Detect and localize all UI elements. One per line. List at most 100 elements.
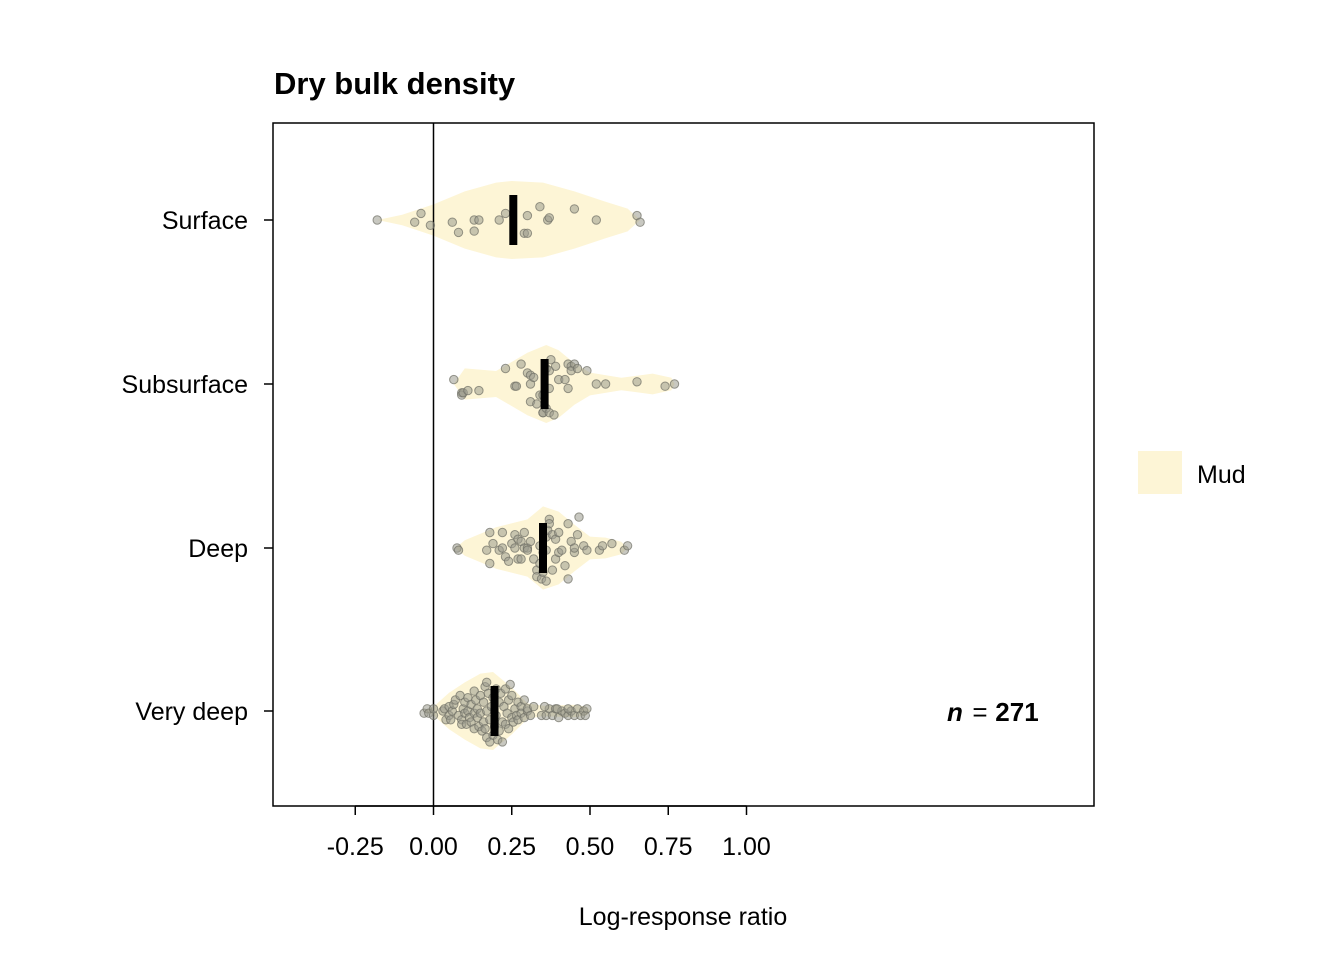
mean-bar-surface [509,195,518,245]
n-value: 271 [995,697,1038,727]
data-point-surface [410,217,420,227]
data-point-subsurface [500,363,511,374]
data-point-deep [597,541,608,551]
data-point-surface [453,227,464,238]
data-point-subsurface [529,372,539,383]
data-point-surface [500,208,511,219]
data-point-subsurface [549,410,559,420]
data-point-surface [416,208,426,219]
legend-label-mud: Mud [1197,461,1246,489]
n-equals-sign: = [972,697,987,727]
data-point-surface [635,217,645,227]
data-point-surface [469,226,479,236]
x-tick-label: 0.25 [487,833,536,861]
n-symbol: n [947,697,963,727]
data-point-deep [485,527,495,538]
data-point-very-deep [478,697,489,707]
data-point-very-deep [519,695,529,705]
data-point-deep [453,545,464,555]
mean-bars-layer [490,195,549,736]
data-point-very-deep [503,724,514,734]
data-point-surface [569,204,580,214]
y-tick-label: Subsurface [122,371,248,399]
data-point-very-deep [428,704,439,714]
x-tick-label: 0.00 [409,833,458,861]
data-point-very-deep [529,701,539,712]
y-tick-label: Very deep [135,698,248,726]
data-point-deep [547,565,558,575]
data-point-very-deep [582,704,592,714]
data-point-subsurface [563,383,573,394]
data-point-subsurface [572,363,583,374]
data-point-subsurface [660,381,670,391]
data-point-deep [485,558,495,569]
y-tick-label: Deep [188,535,248,563]
data-point-very-deep [505,679,515,690]
data-point-deep [574,512,584,522]
data-point-deep [497,543,508,553]
chart-title: Dry bulk density [274,66,516,101]
mean-bar-deep [539,523,547,573]
data-point-surface [372,215,382,225]
data-point-very-deep [482,677,492,687]
data-point-deep [510,543,520,553]
data-point-deep [572,530,583,540]
data-point-deep [525,536,536,547]
data-point-very-deep [552,704,562,714]
data-point-deep [541,576,551,586]
data-point-subsurface [591,379,601,389]
data-point-subsurface [632,377,642,387]
y-tick-label: Surface [162,207,248,235]
data-point-surface [544,213,554,223]
data-point-surface [522,210,533,221]
data-point-surface [447,217,457,227]
data-point-subsurface [511,381,522,391]
y-axis: Surface Subsurface Deep Very deep [122,207,273,726]
data-point-surface [494,215,504,225]
data-point-deep [529,554,539,564]
x-tick-label: 0.75 [644,833,693,861]
data-point-subsurface [463,385,473,396]
data-point-surface [474,215,484,225]
x-tick-label: 0.50 [566,833,615,861]
data-point-subsurface [449,374,459,385]
data-point-very-deep [563,704,573,714]
data-point-very-deep [507,690,517,701]
data-point-very-deep [480,724,490,734]
data-point-deep [560,561,570,571]
data-point-subsurface [669,379,680,389]
data-point-surface [522,228,533,239]
mean-bar-subsurface [540,359,549,409]
data-point-subsurface [550,361,561,371]
violin-surface [377,181,641,259]
legend-swatch-mud [1138,451,1182,494]
plot-frame [272,122,1095,807]
data-point-subsurface [532,399,542,409]
data-point-deep [497,527,508,538]
x-axis: -0.25 0.00 0.25 0.50 0.75 1.00 [327,805,771,861]
x-tick-label: 1.00 [722,833,771,861]
data-point-deep [488,538,498,549]
data-point-surface [425,220,436,231]
data-point-deep [482,545,492,555]
data-point-deep [554,527,564,538]
data-point-deep [557,545,567,555]
data-point-deep [522,545,533,555]
legend: Mud [1138,451,1246,494]
data-point-deep [563,519,573,529]
data-point-surface [535,202,545,212]
points-layer [372,202,680,747]
data-point-subsurface [474,385,484,396]
data-point-very-deep [525,710,536,721]
data-point-subsurface [516,359,526,369]
data-point-subsurface [582,366,592,376]
data-point-deep [563,574,573,584]
data-point-very-deep [539,701,550,712]
data-point-deep [516,554,526,564]
data-point-deep [569,543,580,553]
n-annotation: n = 271 [947,697,1039,727]
data-point-deep [519,527,529,538]
data-point-deep [582,545,592,555]
violins-layer [377,181,675,750]
